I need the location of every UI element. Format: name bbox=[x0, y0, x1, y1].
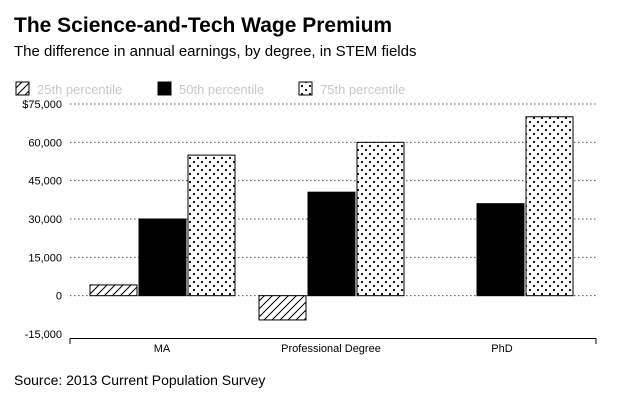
source-note: Source: 2013 Current Population Survey bbox=[14, 372, 266, 388]
legend: 25th percentile 50th percentile 75th perce… bbox=[15, 81, 405, 97]
bar-professional-degree-solid bbox=[307, 191, 356, 297]
y-tick-label: 45,000 bbox=[28, 176, 62, 188]
legend-label: 50th percentile bbox=[179, 82, 264, 97]
legend-label: 25th percentile bbox=[37, 82, 122, 97]
y-tick-label: 60,000 bbox=[28, 137, 62, 149]
bar-ma-dots bbox=[187, 154, 236, 297]
bar-professional-degree-dots bbox=[356, 141, 405, 297]
bar-professional-degree-hatch bbox=[258, 295, 307, 321]
legend-label: 75th percentile bbox=[320, 82, 405, 97]
y-tick-label: 30,000 bbox=[28, 214, 62, 226]
y-tick-label: $75,000 bbox=[22, 99, 62, 111]
x-category-label: MA bbox=[154, 343, 171, 355]
gridlines: $75,000 60,000 45,000 30,000 15,000 0 -15,000 bbox=[22, 99, 596, 341]
legend-swatch-solid bbox=[157, 81, 172, 96]
chart-subtitle: The difference in annual earnings, by de… bbox=[14, 43, 417, 60]
x-axis: MA Professional Degree PhD bbox=[69, 338, 597, 355]
bars bbox=[89, 116, 574, 321]
y-tick-label: -15,000 bbox=[25, 329, 62, 341]
chart-title: The Science-and-Tech Wage Premium bbox=[14, 14, 393, 37]
legend-swatch-dots bbox=[298, 81, 313, 96]
y-tick-label: 15,000 bbox=[28, 252, 62, 264]
x-category-label: PhD bbox=[491, 343, 512, 355]
bar-phd-dots bbox=[525, 116, 574, 297]
legend-swatch-hatch bbox=[15, 81, 30, 96]
y-tick-label: 0 bbox=[56, 291, 62, 303]
bar-ma-solid bbox=[138, 218, 187, 297]
bar-phd-solid bbox=[476, 203, 525, 297]
bar-ma-hatch bbox=[89, 284, 138, 297]
x-category-label: Professional Degree bbox=[281, 343, 381, 355]
